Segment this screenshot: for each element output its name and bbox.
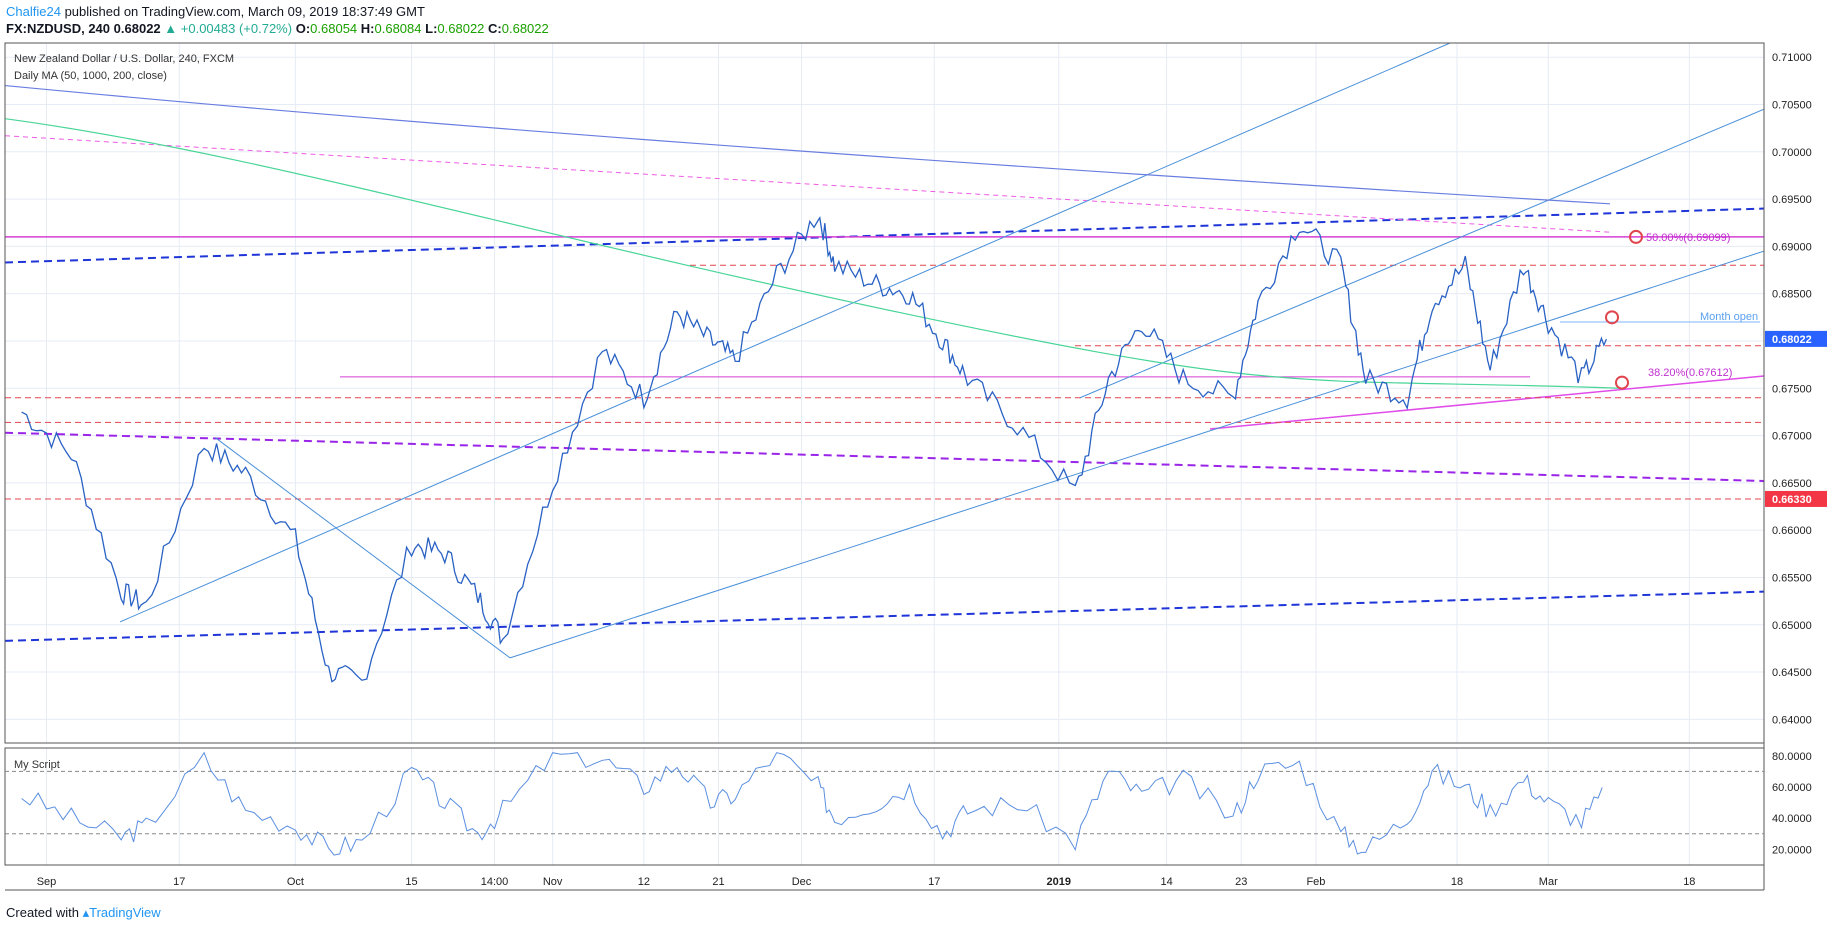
x-tick-label: Mar [1539, 876, 1558, 888]
indicator-title: My Script [14, 759, 60, 771]
chart-labels: 0.71000 0.70500 0.70000 0.69500 0.69000 0.685… [14, 52, 1827, 888]
low-value: 0.68022 [437, 21, 485, 36]
publish-header: Chalfie24 published on TradingView.com, … [6, 4, 425, 20]
last-price-badge: 0.68022 [1772, 334, 1812, 346]
x-tick-label: 18 [1451, 876, 1463, 888]
indicator-line [21, 751, 1603, 856]
x-tick-label: 14:00 [481, 876, 509, 888]
created-with-text: Created with [6, 905, 79, 920]
chart-title: New Zealand Dollar / U.S. Dollar, 240, F… [14, 53, 234, 65]
ma-200-line [5, 118, 1621, 389]
level-price-badge-bg [1765, 490, 1827, 507]
trendline-lower-dashed-blue [5, 590, 1764, 642]
indicator-tick-label: 60.0000 [1772, 782, 1812, 794]
target-circle [1629, 229, 1643, 244]
chart-axes [4, 42, 1765, 891]
published-text: published on TradingView.com, March 09, … [64, 4, 425, 19]
trendline-upper-dashed-blue [5, 207, 1764, 264]
y-tick-label: 0.70000 [1772, 147, 1812, 159]
trendline-pink-dashed [5, 135, 1611, 233]
channel-upper-1 [119, 43, 1451, 623]
level-price-badge: 0.66330 [1772, 494, 1812, 506]
x-tick-label: 23 [1235, 876, 1247, 888]
x-tick-label: 17 [928, 876, 940, 888]
target-circle [1615, 375, 1629, 390]
y-tick-label: 0.65500 [1772, 572, 1812, 584]
y-tick-label: 0.69500 [1772, 194, 1812, 206]
indicator-tick-label: 40.0000 [1772, 813, 1812, 825]
rising-support-magenta [1209, 375, 1764, 430]
price-series-line [21, 216, 1607, 683]
y-tick-label: 0.64000 [1772, 714, 1812, 726]
x-tick-label: 17 [173, 876, 185, 888]
y-tick-label: 0.66500 [1772, 478, 1812, 490]
x-tick-label: Feb [1306, 876, 1325, 888]
main-pane-border [4, 42, 1765, 744]
fib-382-label: 38.20%(0.67612) [1648, 367, 1732, 379]
chart-grid [5, 43, 1764, 865]
month-open-label: Month open [1700, 311, 1758, 323]
ma-1000-line [5, 84, 1611, 205]
x-tick-label: 12 [638, 876, 650, 888]
x-tick-label: 2019 [1046, 876, 1070, 888]
indicator-tick-label: 80.0000 [1772, 751, 1812, 763]
last-price: 0.68022 [113, 21, 161, 36]
x-tick-label: 18 [1683, 876, 1695, 888]
target-circle [1605, 310, 1619, 325]
indicator-tick-label: 20.0000 [1772, 844, 1812, 856]
channel-upper-2 [1079, 108, 1764, 399]
channel-lower-1 [509, 250, 1764, 659]
low-label: L: [425, 21, 438, 36]
y-tick-label: 0.66000 [1772, 525, 1812, 537]
x-tick-label: 15 [405, 876, 417, 888]
author-link[interactable]: Chalfie24 [6, 4, 61, 19]
high-label: H: [360, 21, 375, 36]
trendline-purple-dashed [5, 431, 1764, 482]
close-label: C: [488, 21, 502, 36]
open-value: 0.68054 [310, 21, 358, 36]
abc-leg [214, 437, 511, 659]
close-value: 0.68022 [501, 21, 549, 36]
open-label: O: [295, 21, 311, 36]
x-tick-label: Oct [287, 876, 304, 888]
ohlc-bar: FX:NZDUSD, 240 0.68022 ▲ +0.00483 (+0.72… [6, 21, 549, 37]
y-tick-label: 0.64500 [1772, 667, 1812, 679]
x-tick-label: Dec [792, 876, 812, 888]
high-value: 0.68084 [374, 21, 422, 36]
last-price-badge-bg [1765, 330, 1827, 347]
y-tick-label: 0.70500 [1772, 99, 1812, 111]
tradingview-brand[interactable]: TradingView [89, 905, 161, 920]
y-tick-label: 0.71000 [1772, 52, 1812, 64]
y-tick-label: 0.65000 [1772, 620, 1812, 632]
y-tick-label: 0.69000 [1772, 241, 1812, 253]
x-tick-label: 21 [712, 876, 724, 888]
y-tick-label: 0.67500 [1772, 383, 1812, 395]
chart-drawings [5, 43, 1764, 659]
y-tick-label: 0.67000 [1772, 431, 1812, 443]
x-tick-label: 14 [1160, 876, 1172, 888]
footer: Created with ▴TradingView [6, 905, 161, 921]
y-tick-label: 0.68500 [1772, 289, 1812, 301]
chart-series [21, 216, 1607, 683]
x-tick-label: Sep [37, 876, 57, 888]
symbol-label: FX:NZDUSD, 240 [6, 21, 111, 36]
fib-50-label: 50.00%(0.69099) [1646, 232, 1730, 244]
price-change: ▲ +0.00483 (+0.72%) [164, 21, 293, 36]
tradingview-logo-icon[interactable]: ▴ [82, 905, 90, 920]
x-tick-label: Nov [543, 876, 563, 888]
ma-legend: Daily MA (50, 1000, 200, close) [14, 70, 167, 82]
